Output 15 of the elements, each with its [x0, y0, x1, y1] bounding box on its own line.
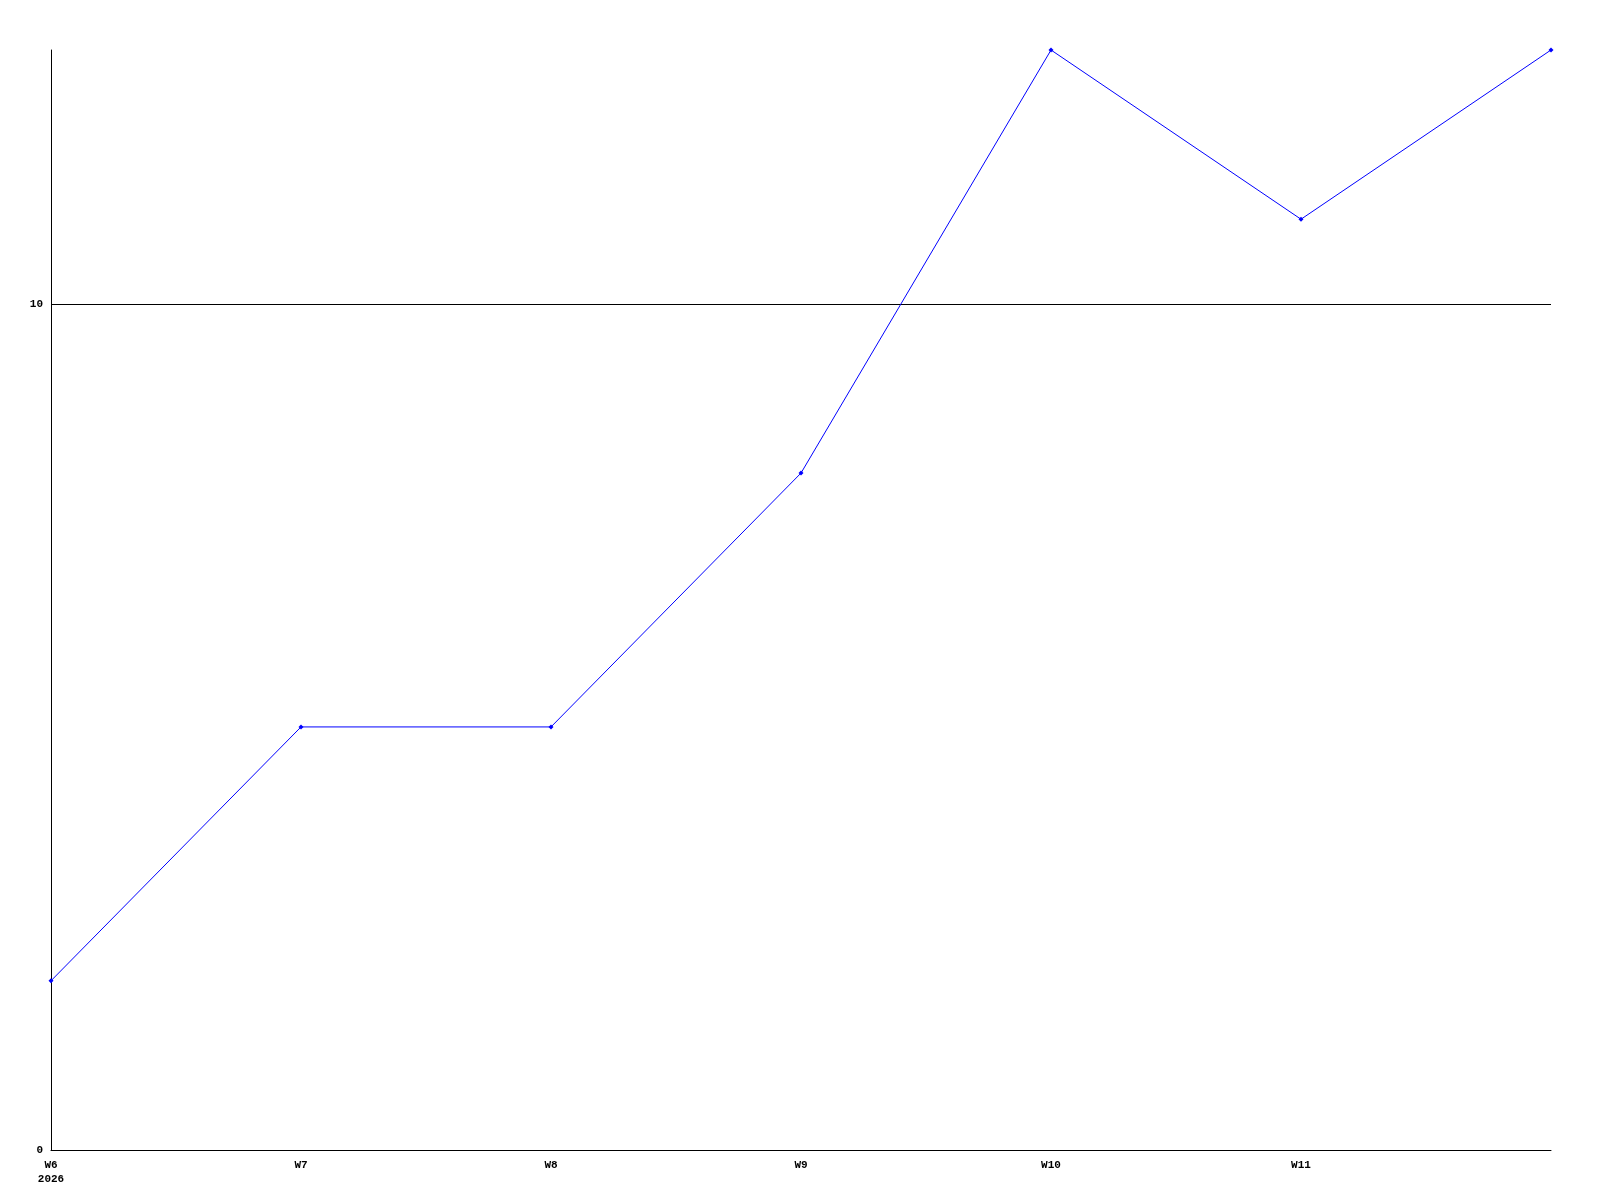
point [798, 470, 804, 476]
point [548, 724, 554, 730]
x-tick-label: W6 2026 [37, 1159, 65, 1185]
point [1298, 216, 1304, 222]
point [1548, 47, 1554, 53]
x-tick-label: W7 [294, 1159, 308, 1171]
x-tick-label: W8 [544, 1159, 558, 1171]
y-tick-label: 0 [36, 1144, 43, 1156]
y-tick-label: 10 [29, 297, 43, 310]
x-tick-label: W10 [1041, 1159, 1061, 1171]
x-tick-label: W11 [1291, 1159, 1312, 1171]
point [48, 978, 54, 984]
x-tick-label: W9 [794, 1159, 808, 1171]
point [298, 724, 304, 730]
point [1048, 47, 1054, 53]
